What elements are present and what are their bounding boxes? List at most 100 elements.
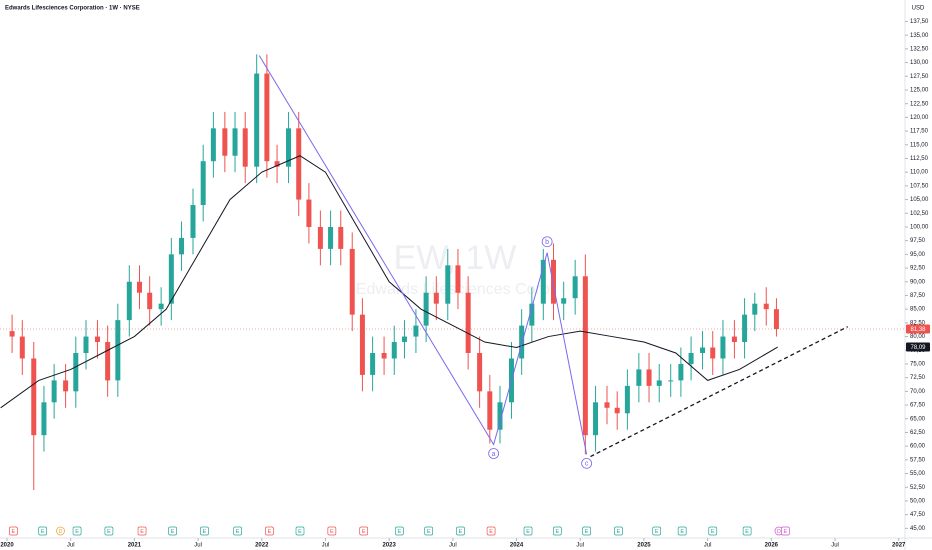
candle-body [423,292,429,326]
event-marker [104,526,114,536]
y-tick-label: 125,00 [910,88,929,94]
event-marker [72,526,82,536]
y-tick-label: 65,00 [910,416,926,422]
elliott-wave [258,55,588,455]
event-label: D [777,529,781,535]
y-tick-label: 70,00 [910,389,926,395]
candle-body [742,314,748,343]
candle-body [73,352,79,392]
x-tick-label: 2020 [0,543,14,549]
y-tick-label: 97,50 [910,238,926,244]
candle-body [147,292,153,310]
wave-label-circle [488,448,500,459]
candle-body [254,73,260,167]
x-tick-label: Jul [704,543,712,549]
currency: USD [912,6,925,12]
y-tick-label: 132,50 [910,46,929,52]
candle-body [286,128,292,167]
price-box-label: 81,38 [910,327,926,333]
event-marker [233,526,242,536]
y-tick-label: 105,00 [910,197,929,203]
price-box [906,324,930,334]
x-tick-label: Jul [576,543,584,549]
candle-body [370,352,376,375]
event-label: E [75,529,79,535]
y-tick-label: 112,50 [910,156,929,162]
y-tick-label: 120,00 [910,115,929,121]
candle-body [752,303,758,315]
event-marker [456,526,465,536]
event-label: E [526,529,530,535]
candle-body [678,363,684,381]
candle-body [359,314,365,375]
event-label: E [171,529,175,535]
moving-average [0,155,778,409]
y-tick-label: 135,00 [910,33,929,39]
y-tick-label: 117,50 [910,129,929,135]
candle-body [391,342,397,359]
candle-body [136,281,142,293]
candle-body [572,276,578,299]
event-marker [582,526,591,536]
y-tick-label: 52,50 [910,485,926,491]
event-marker [652,526,662,536]
candle-body [700,347,706,353]
y-tick-label: 62,50 [910,430,926,436]
y-tick-label: 107,50 [910,183,929,189]
event-label: E [745,529,749,535]
event-marker [677,526,687,536]
event-label: E [784,529,788,535]
candle-body [519,325,525,359]
candle-body [582,276,588,436]
y-tick-label: 137,50 [910,19,929,25]
x-tick-label: 2021 [128,543,142,549]
event-marker [38,526,48,536]
x-tick-label: 2027 [892,543,906,549]
candle-body [445,265,451,304]
candle-body [688,352,694,364]
candle-body [593,402,599,436]
candle-body [710,347,716,359]
candle-body [41,402,47,436]
y-tick-label: 45,00 [910,526,926,532]
candle-body [455,265,461,293]
y-tick-label: 60,00 [910,444,926,450]
event-label: E [617,529,621,535]
candle-body [401,336,407,343]
candle-body [63,380,69,392]
x-tick-label: Jul [831,543,839,549]
candle-body [349,248,355,315]
event-label: E [427,529,431,535]
y-tick-label: 85,00 [910,307,926,313]
event-label: E [203,529,207,535]
event-marker [486,526,496,536]
y-tick-label: 130,00 [910,60,929,66]
x-tick-label: Jul [194,543,202,549]
candle-body [668,380,674,382]
x-tick-label: Jul [449,543,457,549]
event-label: E [330,529,334,535]
candle-body [487,391,493,430]
candle-body [433,292,439,304]
y-tick-label: 82,50 [910,320,926,326]
event-marker [523,526,533,536]
candle-body [232,128,238,156]
candle-body [200,161,206,206]
event-label: E [268,529,272,535]
event-label: E [12,529,16,535]
x-tick-label: 2026 [765,543,779,549]
candle-body [763,303,769,310]
event-label: E [41,529,45,535]
y-tick-label: 87,50 [910,293,926,299]
candle-body [51,380,57,403]
event-marker [200,526,209,536]
event-marker [168,526,177,536]
y-tick-label: 110,00 [910,170,929,176]
event-marker [614,526,623,536]
candle-body [115,320,121,381]
event-label: D [59,529,63,535]
event-marker [552,526,562,536]
y-tick-label: 115,00 [910,142,929,148]
y-tick-label: 75,00 [910,362,926,368]
y-tick-label: 55,00 [910,471,926,477]
